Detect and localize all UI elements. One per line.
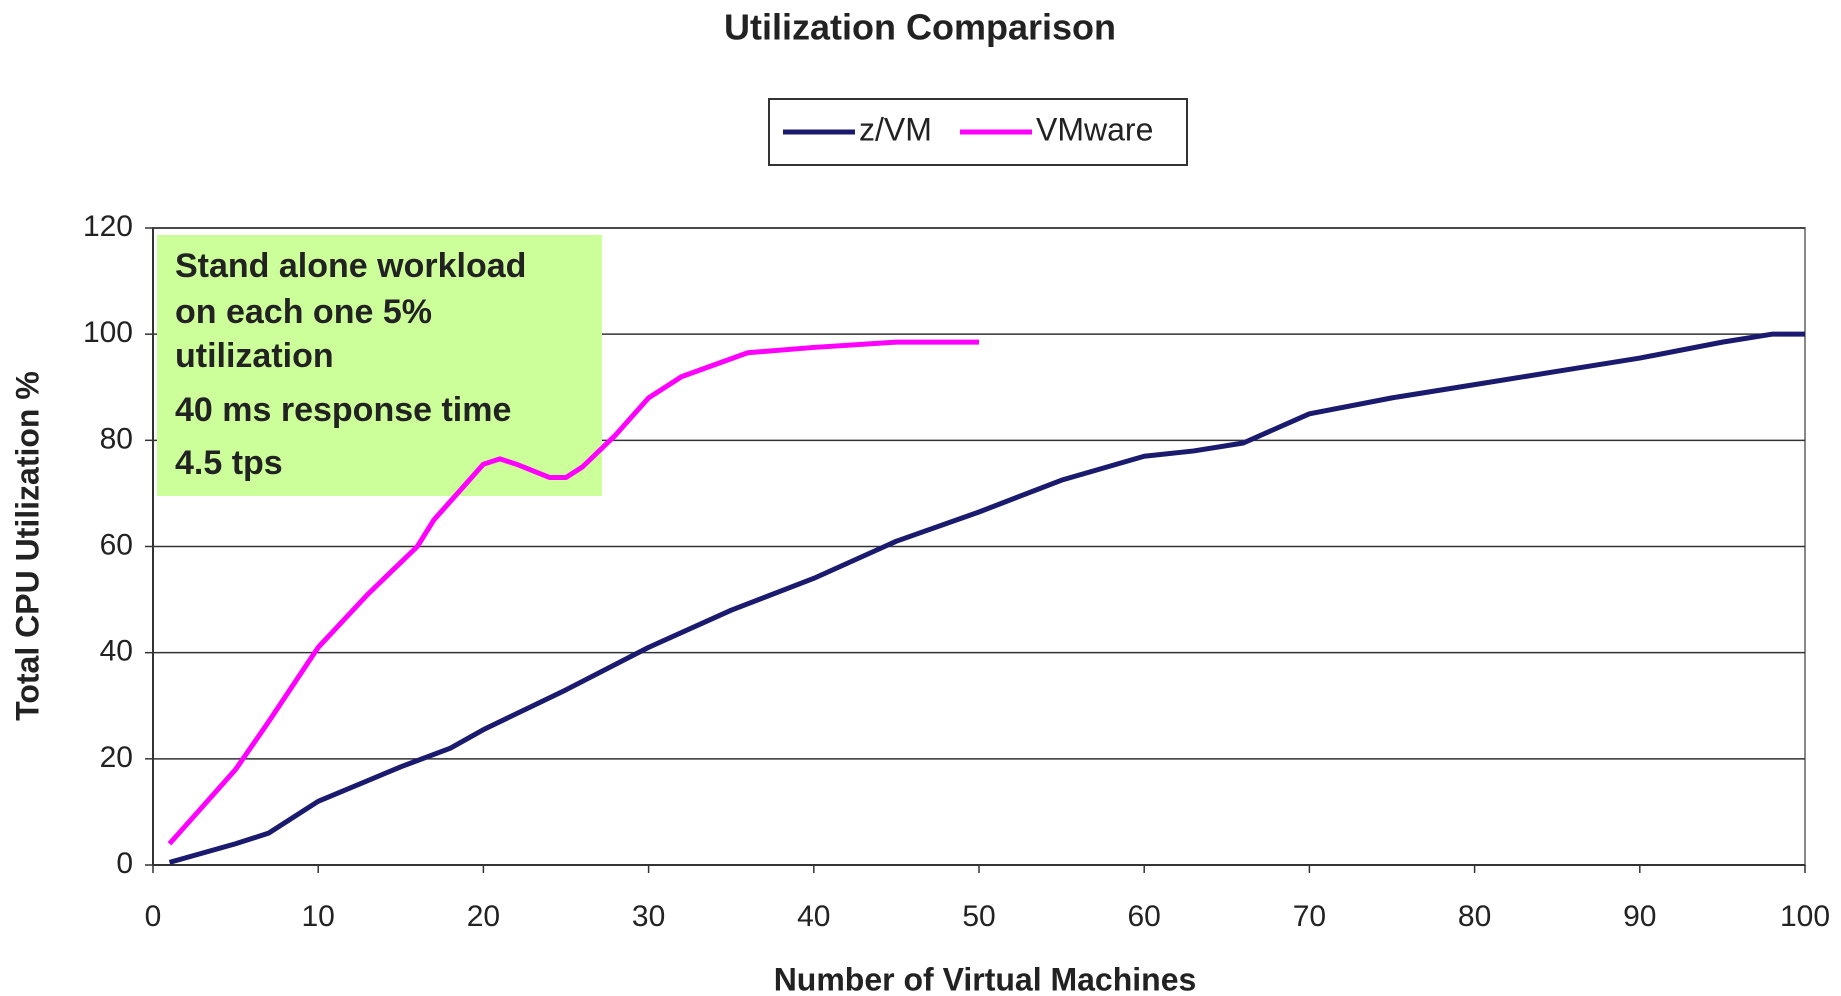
x-tick-label: 0	[145, 900, 162, 933]
y-tick-label: 100	[83, 316, 133, 349]
x-axis-label: Number of Virtual Machines	[774, 961, 1197, 996]
chart-title: Utilization Comparison	[724, 7, 1116, 48]
series-line	[168, 331, 1805, 865]
y-tick-label: 80	[100, 422, 133, 455]
x-tick-label: 50	[962, 900, 995, 933]
y-tick-label: 60	[100, 528, 133, 561]
annotation-text: utilization	[175, 337, 334, 375]
y-axis-label: Total CPU Utilization %	[9, 371, 45, 721]
x-tick-label: 70	[1293, 900, 1326, 933]
annotation-text: 40 ms response time	[175, 391, 511, 429]
annotation-box	[157, 235, 602, 496]
x-tick-label: 80	[1458, 900, 1491, 933]
annotation-text: 4.5 tps	[175, 444, 283, 482]
x-tick-label: 30	[632, 900, 665, 933]
annotation-text: Stand alone workload	[175, 247, 526, 285]
x-tick-label: 20	[467, 900, 500, 933]
annotation-text: on each one 5%	[175, 293, 432, 331]
y-tick-label: 40	[100, 635, 133, 668]
y-tick-label: 120	[83, 210, 133, 243]
y-tick-label: 0	[116, 847, 133, 880]
x-tick-label: 90	[1623, 900, 1656, 933]
x-tick-label: 100	[1780, 900, 1830, 933]
legend-label: VMware	[1036, 111, 1153, 147]
x-tick-label: 40	[797, 900, 830, 933]
y-tick-label: 20	[100, 741, 133, 774]
x-tick-label: 10	[302, 900, 335, 933]
legend-label: z/VM	[859, 111, 932, 147]
series-line	[167, 339, 979, 846]
x-tick-label: 60	[1128, 900, 1161, 933]
